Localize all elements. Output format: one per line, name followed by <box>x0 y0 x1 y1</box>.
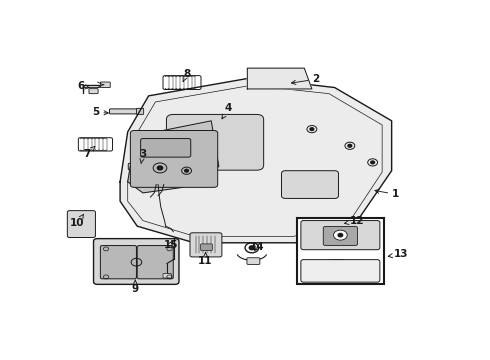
Bar <box>297 218 384 284</box>
FancyBboxPatch shape <box>141 139 191 157</box>
Polygon shape <box>247 68 312 89</box>
Text: 15: 15 <box>163 240 178 250</box>
FancyBboxPatch shape <box>197 122 225 128</box>
FancyBboxPatch shape <box>109 109 140 114</box>
FancyBboxPatch shape <box>301 260 380 282</box>
Polygon shape <box>128 121 219 193</box>
Text: 9: 9 <box>132 280 139 293</box>
FancyBboxPatch shape <box>301 221 380 250</box>
FancyBboxPatch shape <box>200 244 212 251</box>
Circle shape <box>334 230 347 240</box>
FancyBboxPatch shape <box>323 226 357 246</box>
Circle shape <box>80 215 83 217</box>
Circle shape <box>348 144 352 147</box>
Text: 6: 6 <box>77 81 89 91</box>
FancyBboxPatch shape <box>281 171 339 198</box>
FancyBboxPatch shape <box>71 218 93 233</box>
FancyBboxPatch shape <box>330 260 344 268</box>
FancyBboxPatch shape <box>100 82 110 87</box>
Text: 8: 8 <box>183 69 190 82</box>
Text: 7: 7 <box>83 147 95 159</box>
Circle shape <box>249 246 254 250</box>
Circle shape <box>338 234 343 237</box>
FancyBboxPatch shape <box>137 246 173 279</box>
Text: 1: 1 <box>375 189 399 199</box>
FancyBboxPatch shape <box>247 258 260 264</box>
FancyBboxPatch shape <box>78 138 113 151</box>
Circle shape <box>185 169 189 172</box>
FancyBboxPatch shape <box>128 163 152 170</box>
Text: 4: 4 <box>222 103 232 119</box>
Polygon shape <box>120 78 392 243</box>
Text: 13: 13 <box>388 249 409 260</box>
FancyBboxPatch shape <box>94 239 179 284</box>
Text: 2: 2 <box>292 74 319 85</box>
Circle shape <box>310 128 314 131</box>
FancyBboxPatch shape <box>67 211 96 238</box>
FancyBboxPatch shape <box>100 246 136 279</box>
FancyBboxPatch shape <box>130 131 218 187</box>
Text: 14: 14 <box>250 242 265 252</box>
Circle shape <box>371 161 374 164</box>
FancyBboxPatch shape <box>163 274 172 278</box>
FancyBboxPatch shape <box>136 108 144 114</box>
FancyBboxPatch shape <box>190 233 222 257</box>
Circle shape <box>157 166 163 170</box>
FancyBboxPatch shape <box>89 89 98 94</box>
Text: 11: 11 <box>198 253 213 266</box>
FancyBboxPatch shape <box>163 76 201 90</box>
Text: 5: 5 <box>93 108 108 117</box>
FancyBboxPatch shape <box>167 114 264 170</box>
Text: 10: 10 <box>70 214 84 228</box>
Text: 12: 12 <box>344 216 364 226</box>
Text: 3: 3 <box>139 149 147 163</box>
